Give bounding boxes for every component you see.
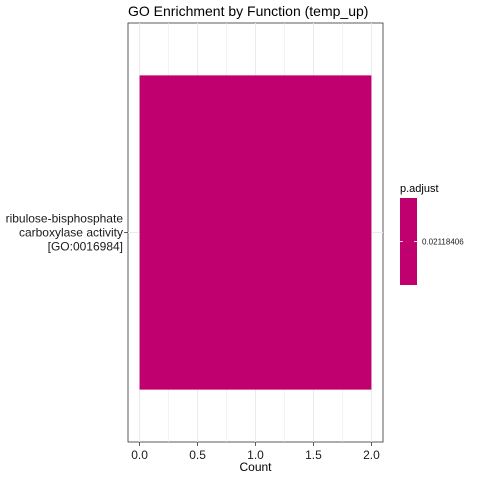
x-tick-label: 0.0 (131, 448, 148, 462)
x-tick-label: 2.0 (363, 448, 380, 462)
y-tick-label: ribulose-bisphosphate carboxylase activit… (6, 212, 124, 254)
legend: p.adjust 0.02118406 (400, 183, 464, 285)
legend-title: p.adjust (400, 183, 439, 195)
legend-color-bar (400, 198, 417, 285)
chart-title: GO Enrichment by Function (temp_up) (128, 3, 368, 19)
bar (139, 75, 372, 390)
plot-panel (127, 22, 384, 443)
x-tick-label: 1.0 (247, 448, 264, 462)
x-tick-label: 0.5 (189, 448, 206, 462)
x-tick-label: 1.5 (305, 448, 322, 462)
x-axis-ticks: 0.0 0.5 1.0 1.5 2.0 (131, 442, 380, 462)
y-axis-ticks: ribulose-bisphosphate carboxylase activit… (6, 212, 128, 254)
x-axis-title: Count (239, 460, 272, 474)
legend-label: 0.02118406 (422, 238, 464, 247)
bars (139, 75, 372, 390)
